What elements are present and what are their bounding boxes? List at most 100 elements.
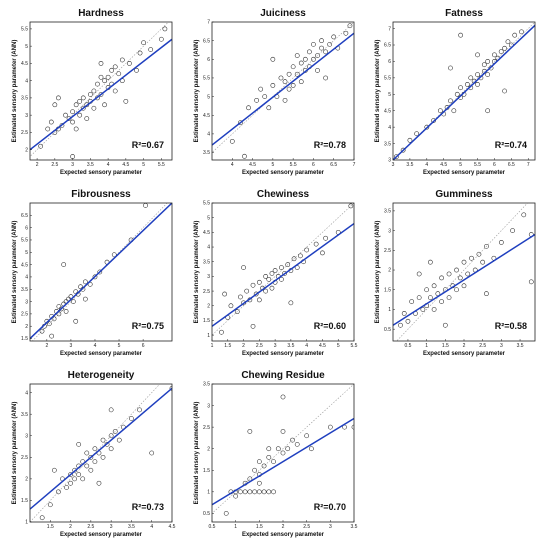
- panel-title: Juiciness: [260, 8, 306, 19]
- fit-line: [212, 417, 354, 506]
- data-point: [306, 49, 312, 55]
- data-point: [498, 49, 504, 54]
- data-point: [323, 235, 328, 241]
- data-point: [87, 281, 93, 287]
- data-point: [102, 78, 107, 84]
- data-point: [229, 138, 235, 144]
- y-tick-label: 4.5: [21, 61, 28, 67]
- x-tick-label: 5.5: [351, 343, 358, 349]
- x-tick-label: 2: [463, 343, 466, 349]
- y-tick-label: 3.5: [384, 141, 391, 147]
- data-point: [290, 437, 295, 443]
- plot-frame: [29, 383, 173, 523]
- x-tick-label: 7: [353, 162, 356, 168]
- data-point: [149, 450, 155, 456]
- x-tick-label: 6: [493, 162, 496, 168]
- x-tick-label: 3: [500, 343, 503, 349]
- y-tick-label: 1.5: [21, 498, 28, 504]
- data-point: [480, 259, 486, 265]
- y-tick-label: 4: [25, 275, 28, 281]
- data-point: [98, 92, 104, 97]
- data-point: [253, 291, 259, 297]
- data-point: [302, 56, 308, 62]
- y-tick-label: 6: [25, 225, 28, 231]
- identity-line: [30, 22, 169, 157]
- x-tick-label: 2.5: [51, 162, 58, 168]
- y-tick-label: 3.5: [21, 287, 28, 293]
- data-point: [505, 39, 511, 45]
- data-point: [256, 279, 262, 285]
- data-point: [108, 433, 114, 439]
- x-tick-label: 6: [142, 343, 145, 349]
- x-axis-label: Expected sensory parameter: [60, 170, 143, 176]
- data-point: [319, 38, 324, 44]
- data-point: [242, 153, 247, 159]
- y-tick-label: 1.5: [203, 318, 210, 324]
- data-point: [78, 284, 83, 290]
- data-point: [143, 203, 148, 208]
- y-tick-label: 3.5: [384, 209, 391, 215]
- x-tick-label: 1.5: [442, 343, 449, 349]
- data-point: [286, 71, 292, 77]
- data-point: [348, 203, 354, 209]
- data-point: [73, 126, 79, 132]
- x-tick-label: 0.5: [209, 524, 216, 530]
- y-tick-label: 5.5: [21, 238, 28, 244]
- data-point: [427, 295, 433, 301]
- data-point: [442, 322, 448, 328]
- data-point: [256, 459, 262, 464]
- data-point: [331, 34, 337, 40]
- y-tick-label: 5.5: [203, 201, 210, 207]
- x-tick-label: 4.5: [169, 524, 176, 530]
- data-point: [102, 102, 107, 108]
- panel-title: Fatness: [445, 8, 483, 19]
- data-point: [451, 108, 457, 114]
- data-point: [162, 26, 168, 32]
- y-tick-label: 7: [388, 26, 391, 32]
- data-point: [250, 323, 256, 329]
- y-tick-label: 4: [25, 390, 28, 396]
- data-point: [96, 480, 102, 486]
- data-point: [45, 126, 51, 132]
- data-point: [112, 64, 118, 70]
- data-point: [252, 467, 257, 473]
- r-squared-label: R²=0.58: [495, 321, 527, 331]
- data-point: [48, 119, 54, 125]
- data-point: [279, 276, 284, 282]
- y-tick-label: 4: [388, 125, 391, 131]
- data-point: [219, 329, 224, 335]
- panel-title: Fibrousness: [71, 189, 131, 200]
- data-point: [137, 407, 142, 413]
- y-tick-label: 4: [25, 78, 28, 84]
- data-point: [458, 32, 463, 38]
- data-point: [70, 299, 76, 304]
- data-point: [92, 274, 98, 280]
- data-point: [256, 297, 262, 303]
- data-point: [252, 489, 257, 495]
- y-tick-label: 4.5: [21, 262, 28, 268]
- x-tick-label: 2.5: [479, 343, 486, 349]
- data-point: [116, 437, 122, 443]
- data-point: [269, 271, 275, 276]
- data-point: [297, 253, 303, 259]
- data-point: [448, 98, 453, 104]
- plot-frame: [29, 21, 173, 161]
- x-tick-label: 3: [110, 524, 113, 530]
- data-point: [91, 105, 97, 111]
- data-point: [39, 515, 45, 521]
- data-point: [431, 307, 437, 312]
- data-point: [247, 429, 253, 434]
- data-point: [291, 256, 297, 262]
- data-point: [465, 82, 470, 87]
- fit-line: [212, 222, 354, 327]
- data-point: [427, 259, 433, 265]
- data-point: [290, 64, 296, 70]
- data-point: [256, 489, 262, 495]
- y-tick-label: 1: [388, 307, 391, 313]
- y-tick-label: 3: [388, 158, 391, 164]
- data-point: [49, 333, 55, 339]
- plot-frame: [211, 21, 355, 161]
- identity-line: [212, 22, 354, 153]
